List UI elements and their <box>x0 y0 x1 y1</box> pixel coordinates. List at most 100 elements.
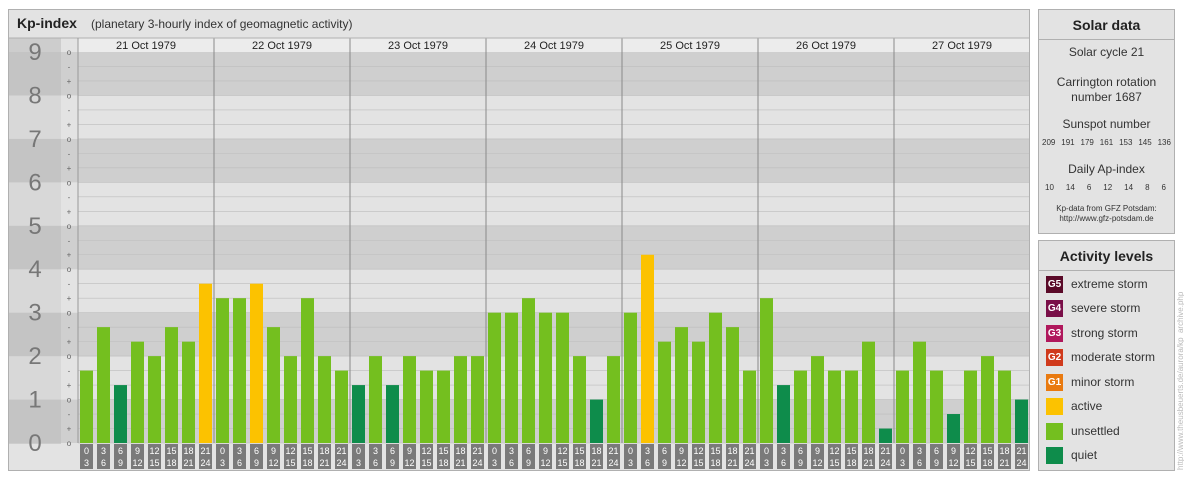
hour-cell <box>573 444 586 469</box>
divider <box>1039 270 1174 271</box>
divider <box>1039 39 1174 40</box>
day-label: 23 Oct 1979 <box>388 40 448 52</box>
hour-from-label: 0 <box>900 446 905 456</box>
hour-to-label: 21 <box>183 458 193 468</box>
hour-cell <box>437 444 450 469</box>
y-tick-label: 8 <box>28 82 41 109</box>
hour-from-label: 3 <box>645 446 650 456</box>
hour-from-label: 18 <box>863 446 873 456</box>
y-label-band <box>9 138 61 183</box>
kp-chart-panel: Kp-index (planetary 3-hourly index of ge… <box>8 9 1030 471</box>
hour-from-label: 18 <box>319 446 329 456</box>
hour-cell <box>250 444 263 469</box>
y-subtick-label: + <box>67 207 72 216</box>
hour-to-label: 21 <box>455 458 465 468</box>
hour-cell <box>97 444 110 469</box>
hour-cell <box>454 444 467 469</box>
sunspot-value: 179 <box>1080 138 1094 147</box>
hour-from-label: 12 <box>285 446 295 456</box>
kp-bar <box>250 283 263 443</box>
kp-bar <box>233 298 246 443</box>
ap-value: 14 <box>1065 183 1075 192</box>
hour-to-label: 21 <box>591 458 601 468</box>
day-label: 22 Oct 1979 <box>252 40 312 52</box>
hour-from-label: 21 <box>200 446 210 456</box>
hour-from-label: 15 <box>438 446 448 456</box>
sunspot-value: 136 <box>1157 138 1171 147</box>
y-tick-label: 0 <box>28 430 41 457</box>
hour-from-label: 21 <box>472 446 482 456</box>
day-label: 26 Oct 1979 <box>796 40 856 52</box>
kp-bar <box>811 356 824 443</box>
hour-cell <box>199 444 212 469</box>
kp-bar <box>335 370 348 443</box>
legend-label: extreme storm <box>1071 277 1148 291</box>
hour-to-label: 3 <box>84 458 89 468</box>
hour-cell <box>692 444 705 469</box>
kp-bar <box>590 399 603 443</box>
kp-bar <box>607 356 620 443</box>
kp-bar <box>862 341 875 443</box>
source-link[interactable]: http://www.gfz-potsdam.de <box>1059 214 1154 223</box>
hour-from-label: 0 <box>764 446 769 456</box>
legend-label: active <box>1071 399 1103 413</box>
hour-cell <box>607 444 620 469</box>
kp-bar <box>777 385 790 443</box>
hour-to-label: 21 <box>319 458 329 468</box>
kp-bar <box>284 356 297 443</box>
hour-from-label: 12 <box>149 446 159 456</box>
kp-bar <box>675 327 688 443</box>
hour-to-label: 3 <box>356 458 361 468</box>
y-label-band <box>9 182 61 226</box>
hour-cell <box>131 444 144 469</box>
hour-from-label: 3 <box>237 446 242 456</box>
hour-from-label: 6 <box>254 446 259 456</box>
y-subtick-label: + <box>67 381 72 390</box>
solar-cycle: Solar cycle 21 <box>1068 45 1145 59</box>
hour-to-label: 18 <box>710 458 720 468</box>
kp-bar <box>573 356 586 443</box>
hour-to-label: 12 <box>404 458 414 468</box>
y-subtick-label: + <box>67 120 72 129</box>
kp-bar <box>896 370 909 443</box>
legend-item-extreme-storm: G5 extreme storm <box>1046 275 1148 293</box>
hour-cell <box>590 444 603 469</box>
chart-title-bar: Kp-index (planetary 3-hourly index of ge… <box>9 10 1029 38</box>
kp-bar <box>199 283 212 443</box>
y-subtick-label: + <box>67 338 72 347</box>
hour-to-label: 9 <box>254 458 259 468</box>
sunspot-value: 161 <box>1099 138 1114 147</box>
kp-bar <box>301 298 314 443</box>
legend-swatch: G5 <box>1046 275 1063 293</box>
y-subtick-label: o <box>67 178 72 187</box>
hour-from-label: 9 <box>815 446 820 456</box>
hour-to-label: 12 <box>948 458 958 468</box>
legend-item-severe-storm: G4 severe storm <box>1046 299 1140 317</box>
y-subtick-label: o <box>67 439 72 448</box>
kp-bar-chart: 21 Oct 1979 22 Oct 1979 23 Oct 1979 24 Oct … <box>9 37 1029 469</box>
hour-to-label: 18 <box>846 458 856 468</box>
kp-bar <box>539 312 552 443</box>
ap-value: 6 <box>1086 183 1092 192</box>
legend-label: severe storm <box>1071 301 1141 315</box>
hour-from-label: 9 <box>679 446 684 456</box>
kp-bar <box>488 312 501 443</box>
sunspot-value: 191 <box>1061 138 1075 147</box>
hour-cell <box>148 444 161 469</box>
day-label: 25 Oct 1979 <box>660 40 720 52</box>
kp-bar <box>913 341 926 443</box>
kp-bar <box>131 341 144 443</box>
hour-to-label: 6 <box>373 458 378 468</box>
y-tick-label: 1 <box>28 387 41 414</box>
hour-cell <box>828 444 841 469</box>
hour-from-label: 18 <box>591 446 601 456</box>
legend-label: minor storm <box>1071 375 1135 389</box>
kp-bar <box>641 254 654 443</box>
hour-to-label: 9 <box>662 458 667 468</box>
hour-to-label: 18 <box>982 458 992 468</box>
hour-to-label: 3 <box>492 458 497 468</box>
hour-to-label: 9 <box>118 458 123 468</box>
kp-bar <box>726 327 739 443</box>
hour-cell <box>80 444 93 469</box>
hour-to-label: 24 <box>608 458 618 468</box>
